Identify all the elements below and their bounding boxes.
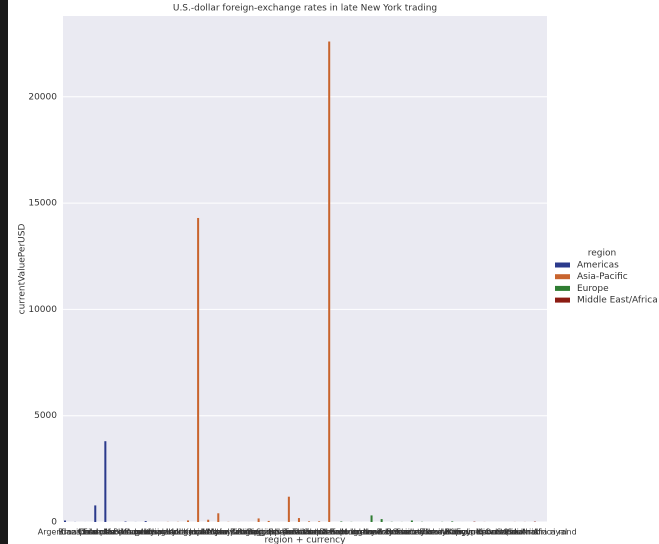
x-tick-label: Philippines peso: [237, 528, 302, 537]
x-tick-label: Peru new sol: [113, 528, 164, 537]
y-tick-label: 0: [51, 518, 57, 528]
x-tick-label: Sri Lanka rupee: [269, 528, 332, 537]
bar: [410, 520, 413, 522]
bar: [308, 521, 311, 522]
y-tick-label: 5000: [34, 411, 57, 421]
x-tick-label: Singapore dollar: [247, 528, 313, 537]
legend-swatch: [555, 285, 570, 291]
x-tick-label: Malaysia ringgit: [208, 528, 272, 537]
x-tick-label: Czech Rep. koruna: [303, 528, 378, 537]
x-tick-label: Ecuador US dollar: [83, 528, 155, 537]
x-tick-label: Denmark krone: [319, 528, 381, 537]
bar: [451, 521, 454, 522]
x-tick-label: Pakistan rupee: [230, 528, 289, 537]
x-tick-label: New Zealand dollar: [211, 528, 289, 537]
x-tick-label: Switzerland franc: [396, 528, 466, 537]
legend-swatch: [555, 297, 570, 303]
plot-background: [63, 16, 547, 522]
legend-label: Middle East/Africa: [577, 296, 658, 306]
bar: [380, 519, 383, 522]
bar: [197, 217, 200, 522]
legend-title: region: [588, 249, 616, 259]
legend-label: Americas: [577, 261, 619, 271]
x-tick-label: India rupee: [166, 528, 212, 537]
x-tick-label: Egypt pound: [456, 528, 507, 537]
legend-label: Asia-Pacific: [577, 272, 628, 282]
x-tick-label: Uruguay peso: [121, 528, 177, 537]
x-axis-label: region + currency: [265, 536, 347, 544]
bar: [104, 441, 107, 522]
y-tick-label: 10000: [28, 305, 57, 315]
x-tick-label: Japan yen: [188, 528, 229, 537]
x-tick-label: Colombia peso: [79, 528, 138, 537]
legend-swatch: [555, 274, 570, 280]
x-tick-label: Ukraine hryvnia: [419, 528, 483, 537]
bar: [257, 518, 260, 522]
y-tick-label: 15000: [28, 199, 57, 209]
bar: [217, 513, 220, 522]
x-tick-label: Hungary forint: [341, 528, 399, 537]
x-tick-label: Russia ruble: [386, 528, 435, 537]
x-tick-label: Taiwan dollar: [283, 528, 337, 537]
x-tick-label: Brazil real: [58, 528, 98, 537]
x-tick-label: Saudi Arabia riyal: [497, 528, 568, 537]
x-tick-label: Kuwait dinar: [477, 528, 528, 537]
bar: [370, 515, 373, 522]
x-tick-label: Turkey lira: [420, 528, 462, 537]
x-tick-label: Sweden krona: [393, 528, 450, 537]
bar: [267, 520, 270, 522]
x-tick-label: Canada dollar: [60, 528, 116, 537]
x-tick-label: South Korea won: [256, 528, 324, 537]
frame-edge: [0, 0, 8, 544]
chart-title: U.S.-dollar foreign-exchange rates in la…: [173, 4, 437, 14]
bar: [94, 505, 97, 522]
x-tick-label: Mexico peso: [104, 528, 154, 537]
x-tick-label: South Africa rand: [507, 528, 577, 537]
x-tick-label: Kazakhstan tenge: [183, 528, 255, 537]
x-tick-label: Argentina peso: [38, 528, 99, 537]
legend-swatch: [555, 262, 570, 268]
x-tick-label: Bahrain dinar: [444, 528, 499, 537]
bar: [287, 496, 290, 522]
x-tick-label: Thailand baht: [292, 528, 348, 537]
x-tick-label: Israel shekel: [467, 528, 517, 537]
x-tick-label: Indonesia rupiah: [166, 528, 233, 537]
x-tick-label: Australian dollar: [126, 528, 192, 537]
x-tick-label: Macau pataca: [201, 528, 257, 537]
x-tick-label: Norway krone: [363, 528, 419, 537]
bar: [207, 519, 210, 522]
bar: [318, 521, 321, 522]
legend-label: Europe: [577, 284, 609, 294]
x-tick-label: Hong Kong dollar: [145, 528, 214, 537]
x-tick-label: Chile peso: [77, 528, 119, 537]
x-tick-label: Poland zloty: [377, 528, 426, 537]
x-tick-label: Qatar rial: [503, 528, 541, 537]
x-tick-label: Iceland krona: [354, 528, 408, 537]
x-tick-label: Vietnam dong: [302, 528, 358, 537]
x-tick-label: Euro area euro: [331, 528, 390, 537]
bar: [187, 520, 190, 522]
bar: [297, 518, 300, 522]
bar: [144, 521, 147, 522]
x-tick-label: China yuan: [146, 528, 191, 537]
x-tick-label: Oman sul rial: [485, 528, 538, 537]
y-tick-label: 20000: [28, 92, 57, 102]
x-tick-label: UK pound: [442, 528, 481, 537]
bar: [328, 41, 331, 522]
bar: [64, 520, 67, 522]
y-axis-label: currentValuePerUSD: [18, 224, 28, 315]
